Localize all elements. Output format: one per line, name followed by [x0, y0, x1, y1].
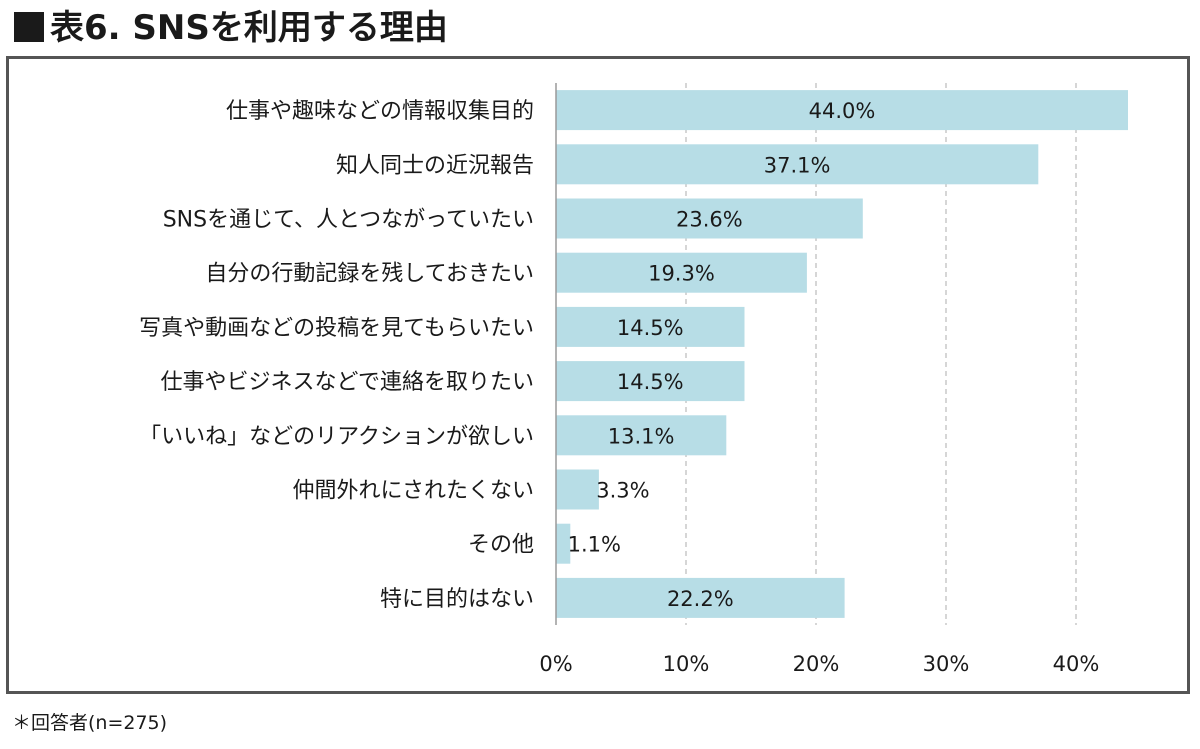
bar [556, 361, 745, 402]
respondent-footnote: ＊回答者(n=275) [12, 712, 168, 734]
bar [556, 415, 727, 456]
x-tick-label: 30% [923, 652, 970, 676]
bar [556, 306, 745, 347]
category-label: 自分の行動記録を残しておきたい [205, 262, 534, 287]
bar [556, 144, 1039, 185]
category-label: 写真や動画などの投稿を見てもらいたい [139, 316, 534, 341]
category-label: 仲間外れにされたくない [292, 479, 534, 504]
category-label: 特に目的はない [380, 587, 534, 612]
value-label: 3.3% [596, 479, 649, 503]
bar [556, 252, 807, 293]
x-tick-label: 40% [1053, 652, 1100, 676]
category-label: 「いいね」などのリアクションが欲しい [139, 424, 534, 449]
category-label: 仕事やビジネスなどで連絡を取りたい [160, 370, 534, 395]
category-label: その他 [468, 533, 534, 558]
square-bullet-icon [14, 12, 44, 42]
x-tick-label: 10% [663, 652, 710, 676]
bar [556, 90, 1128, 131]
bar-chart: 44.0% 仕事や趣味などの情報収集目的 37.1% 知人同士の近況報告 23.6% SN… [139, 83, 1128, 676]
value-label: 22.2% [667, 587, 734, 611]
chart-title: 表6. SNSを利用する理由 [14, 2, 448, 54]
bar [556, 577, 845, 618]
value-label: 37.1% [764, 153, 831, 177]
category-label: 知人同士の近況報告 [336, 153, 534, 178]
value-label: 13.1% [608, 424, 675, 448]
value-label: 14.5% [617, 316, 684, 340]
value-label: 14.5% [617, 370, 684, 394]
value-label: 23.6% [676, 208, 743, 232]
chart-frame: 44.0% 仕事や趣味などの情報収集目的 37.1% 知人同士の近況報告 23.6% SN… [6, 56, 1190, 694]
category-label: SNSを通じて、人とつながっていたい [163, 208, 534, 233]
bar [556, 523, 571, 564]
x-tick-label: 20% [793, 652, 840, 676]
value-label: 19.3% [648, 262, 715, 286]
chart-title-text: 表6. SNSを利用する理由 [50, 8, 448, 48]
value-label: 1.1% [568, 533, 621, 557]
value-label: 44.0% [809, 99, 876, 123]
bar [556, 198, 863, 239]
x-tick-label: 0% [539, 652, 572, 676]
bar [556, 469, 599, 510]
category-label: 仕事や趣味などの情報収集目的 [226, 99, 534, 124]
